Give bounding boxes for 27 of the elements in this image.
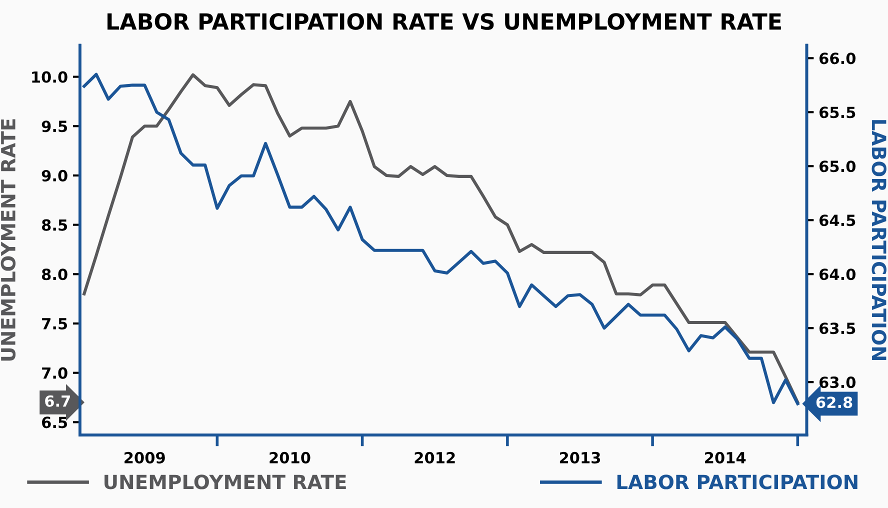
y2-tick-label: 63.0 — [820, 376, 856, 388]
chart-title: LABOR PARTICIPATION RATE VS UNEMPLOYMENT RATE — [108, 13, 781, 30]
y2-tick-label: 63.5 — [820, 322, 856, 334]
legend-label: UNEMPLOYMENT RATE — [104, 474, 346, 490]
y-axis-title: UNEMPLOYMENT RATE — [0, 119, 16, 361]
text: 6.7 — [45, 395, 70, 407]
y2-tick-label: 64.0 — [820, 268, 856, 280]
y2-tick-label: 66.0 — [820, 52, 856, 64]
y-tick-label: 9.0 — [42, 170, 68, 182]
legend-label: LABOR PARTICIPATION — [617, 474, 858, 490]
y-tick-label: 8.0 — [42, 268, 68, 280]
y2-tick-label: 65.0 — [820, 160, 856, 172]
y2-tick-label: 64.5 — [820, 214, 856, 226]
y-tick-label: 7.5 — [42, 318, 68, 330]
x-tick-label: 2009 — [124, 452, 165, 464]
text: 62.8 — [816, 396, 852, 408]
x-tick-label: 2012 — [414, 452, 455, 464]
x-tick-label: 2013 — [560, 452, 600, 464]
y-tick-label: 9.5 — [42, 120, 68, 132]
y2-tick-label: 65.5 — [820, 106, 856, 118]
x-tick-label: 2010 — [270, 452, 310, 464]
y-tick-label: 10.0 — [32, 71, 68, 83]
x-tick-label: 2014 — [705, 452, 746, 464]
y-tick-label: 6.5 — [42, 416, 68, 428]
y2-axis-title: LABOR PARTICIPATION — [872, 120, 886, 360]
y-tick-label: 7.0 — [42, 367, 68, 379]
y-tick-label: 8.5 — [42, 219, 68, 231]
